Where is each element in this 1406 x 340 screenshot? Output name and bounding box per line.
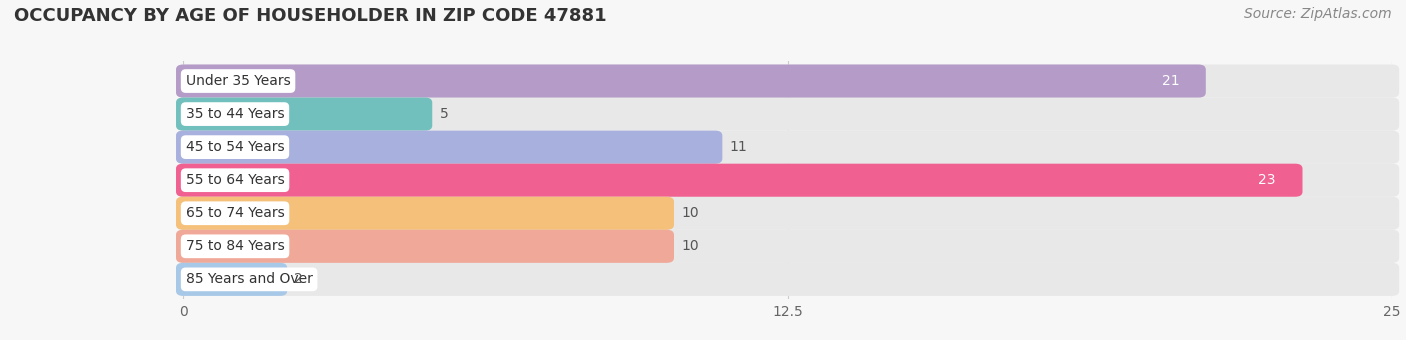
Text: 21: 21 <box>1161 74 1180 88</box>
Text: Source: ZipAtlas.com: Source: ZipAtlas.com <box>1244 7 1392 21</box>
Text: 10: 10 <box>682 206 699 220</box>
FancyBboxPatch shape <box>176 98 1399 131</box>
Text: 85 Years and Over: 85 Years and Over <box>186 272 312 286</box>
Text: 75 to 84 Years: 75 to 84 Years <box>186 239 284 253</box>
Text: OCCUPANCY BY AGE OF HOUSEHOLDER IN ZIP CODE 47881: OCCUPANCY BY AGE OF HOUSEHOLDER IN ZIP C… <box>14 7 606 25</box>
Text: 23: 23 <box>1258 173 1275 187</box>
FancyBboxPatch shape <box>176 263 1399 296</box>
FancyBboxPatch shape <box>176 263 287 296</box>
Text: 11: 11 <box>730 140 748 154</box>
Text: 2: 2 <box>294 272 304 286</box>
Text: 55 to 64 Years: 55 to 64 Years <box>186 173 284 187</box>
FancyBboxPatch shape <box>176 65 1399 98</box>
FancyBboxPatch shape <box>176 131 723 164</box>
FancyBboxPatch shape <box>176 230 1399 263</box>
Text: 10: 10 <box>682 239 699 253</box>
FancyBboxPatch shape <box>176 164 1399 197</box>
FancyBboxPatch shape <box>176 197 673 230</box>
FancyBboxPatch shape <box>176 230 673 263</box>
FancyBboxPatch shape <box>176 98 432 131</box>
FancyBboxPatch shape <box>176 65 1206 98</box>
Text: 5: 5 <box>440 107 449 121</box>
FancyBboxPatch shape <box>176 131 1399 164</box>
FancyBboxPatch shape <box>176 164 1302 197</box>
Text: 65 to 74 Years: 65 to 74 Years <box>186 206 284 220</box>
Text: 45 to 54 Years: 45 to 54 Years <box>186 140 284 154</box>
FancyBboxPatch shape <box>176 197 1399 230</box>
Text: Under 35 Years: Under 35 Years <box>186 74 291 88</box>
Text: 35 to 44 Years: 35 to 44 Years <box>186 107 284 121</box>
